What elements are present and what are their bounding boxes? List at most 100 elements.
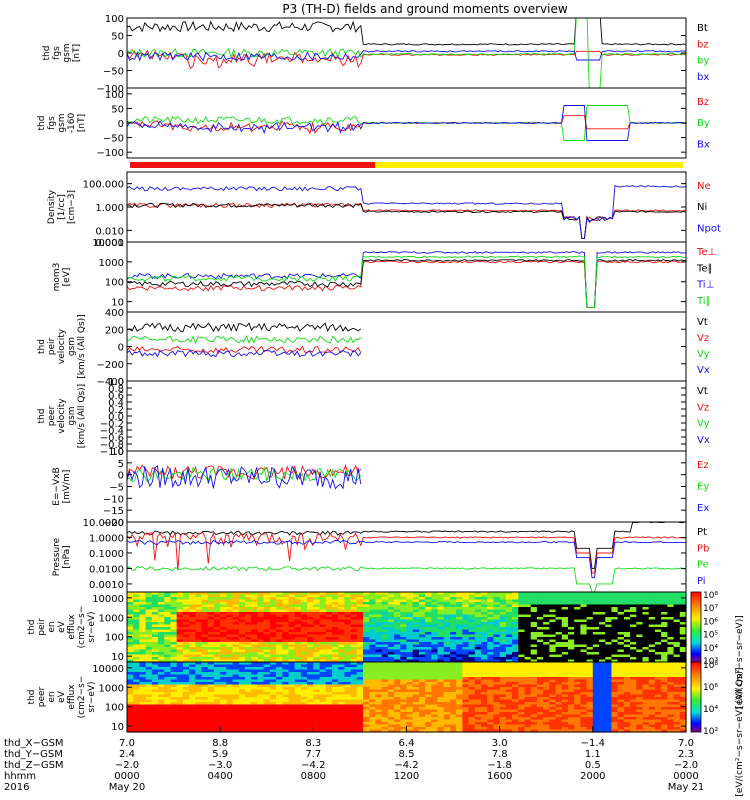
colorbar-tick-label: 10⁶ — [703, 617, 718, 627]
x-tick-label: −3.0 — [208, 760, 232, 771]
y-axis-label: Density — [47, 189, 57, 224]
x-row-label: 2016 — [4, 782, 29, 793]
y-axis-label: peir — [37, 618, 47, 636]
series-line-Pe — [127, 565, 686, 592]
x-tick-label: 1.1 — [585, 749, 601, 760]
y-axis-label: -160 — [67, 113, 77, 134]
x-tick-label: −4.2 — [394, 760, 418, 771]
legend-Ey: Ey — [697, 482, 709, 493]
y-tick-label: −200 — [97, 360, 124, 371]
y-axis-label: velocity — [57, 328, 67, 364]
colorbar-label: [eV/(cm²−s−sr−eV)] — [735, 615, 745, 709]
series-line-bz — [127, 49, 686, 70]
colorbar-tick-label: 10⁵ — [703, 631, 718, 641]
x-tick-label: 7.0 — [678, 738, 694, 749]
y-tick-label: 10.0000 — [83, 518, 124, 529]
y-axis-label: thd — [37, 409, 47, 424]
legend-Vz: Vz — [697, 402, 709, 413]
colorbar-tick-label: 10⁸ — [703, 591, 718, 601]
y-axis-label: E=−VxB — [52, 467, 62, 505]
panel-frame — [126, 450, 687, 523]
y-axis-label: sr−eV) — [87, 681, 97, 712]
y-tick-label: 0.001 — [95, 238, 124, 249]
y-tick-label: 50 — [111, 32, 124, 43]
y-tick-label: 0 — [118, 49, 124, 60]
y-tick-label: −0.6 — [100, 433, 124, 444]
panel-6: 1.00.80.60.40.20.0−0.2−0.4−0.6−0.8−1.0 th… — [37, 377, 710, 458]
x-tick-label: 8.5 — [399, 749, 415, 760]
series-line-Pi — [127, 539, 686, 579]
y-axis-label: fgs — [52, 46, 62, 60]
legend-Te⊥: Te⊥ — [696, 247, 716, 258]
x-tick-label: 0800 — [301, 771, 326, 782]
y-tick-label: −0.4 — [100, 426, 124, 437]
series-line-Bt — [127, 18, 686, 46]
x-tick-label: 6.4 — [399, 738, 415, 749]
x-tick-label: 1600 — [487, 771, 512, 782]
colorbar-scale — [690, 661, 702, 733]
panel-5: 400 200 0 −200 −400 thd peir velocity gsm [km/s (… — [37, 308, 710, 388]
x-tick-label: 5.9 — [212, 749, 228, 760]
series-line-Vt — [127, 322, 362, 333]
legend-Vy: Vy — [697, 349, 710, 360]
series-line-Ex — [127, 464, 362, 490]
legend-bx: bx — [697, 72, 709, 83]
y-axis-label: efflux — [67, 684, 77, 710]
y-tick-label: 100 — [105, 278, 124, 289]
y-tick-label: 100 — [105, 633, 124, 644]
y-tick-label: −5 — [109, 483, 124, 494]
x-tick-label: 8.8 — [212, 738, 228, 749]
series-line-Ni — [127, 202, 686, 239]
colorbar-label: [eV/(cm²−s−sr−eV) (All Qs)] — [735, 667, 745, 796]
y-axis-label: gsm — [67, 337, 77, 356]
colorbar-tick-label: 10³ — [703, 657, 718, 667]
legend-Ti⊥: Ti⊥ — [696, 280, 714, 291]
y-axis-label: peir — [47, 337, 57, 355]
y-axis-label: [nT] — [77, 114, 87, 132]
legend-by: by — [697, 56, 709, 67]
y-tick-label: −50 — [103, 67, 124, 78]
legend-Bx: Bx — [697, 139, 710, 150]
legend-Te∥: Te∥ — [696, 263, 713, 274]
y-axis-label: sr−eV) — [87, 611, 97, 642]
y-axis-label: velocity — [57, 398, 67, 434]
y-axis-label: thd — [42, 46, 52, 61]
y-tick-label: 50 — [111, 104, 124, 115]
y-tick-label: −15 — [103, 506, 124, 517]
series-line-Ey — [127, 466, 362, 483]
x-tick-label: 0000 — [114, 771, 139, 782]
x-tick-label: 8.3 — [305, 738, 321, 749]
legend-Vx: Vx — [697, 435, 710, 446]
mode-bar-slow — [130, 162, 375, 168]
legend-Bz: Bz — [697, 97, 709, 108]
legend-Pb: Pb — [697, 543, 709, 554]
y-axis-label: [mV/m] — [62, 470, 72, 504]
series-group — [127, 463, 362, 490]
series-line-Bx — [127, 105, 686, 141]
legend-Ni: Ni — [697, 202, 707, 213]
panel-2: 100 50 0 −50 −100 thd fgs gsm -160 [nT] Bz By Bx — [37, 87, 710, 159]
x-tick-label: 2.3 — [678, 749, 694, 760]
y-axis-label: thd — [37, 339, 47, 354]
series-line-Pb — [127, 531, 686, 574]
y-axis-label: thd — [27, 620, 37, 635]
y-axis-label: mom3 — [52, 263, 62, 292]
y-tick-label: −20 — [103, 518, 124, 529]
legend-Vt: Vt — [697, 386, 708, 397]
legend-bz: bz — [697, 39, 709, 50]
colorbar-tick-label: 10² — [703, 727, 718, 737]
y-tick-label: 0.6 — [108, 391, 124, 402]
legend-Vz: Vz — [697, 333, 709, 344]
legend-Vt: Vt — [697, 317, 708, 328]
x-tick-label: 7.0 — [119, 738, 135, 749]
panel-frame — [126, 311, 687, 382]
y-tick-label: 1.0 — [108, 377, 124, 388]
y-axis-label: en — [47, 691, 57, 702]
colorbar-tick-label: 10⁴ — [703, 705, 718, 715]
x-row-label: thd_Z−GSM — [4, 760, 64, 771]
y-tick-label: 100 — [105, 90, 124, 101]
legend-Ex: Ex — [697, 503, 709, 514]
y-axis-label: (cm2−s− — [77, 606, 87, 649]
